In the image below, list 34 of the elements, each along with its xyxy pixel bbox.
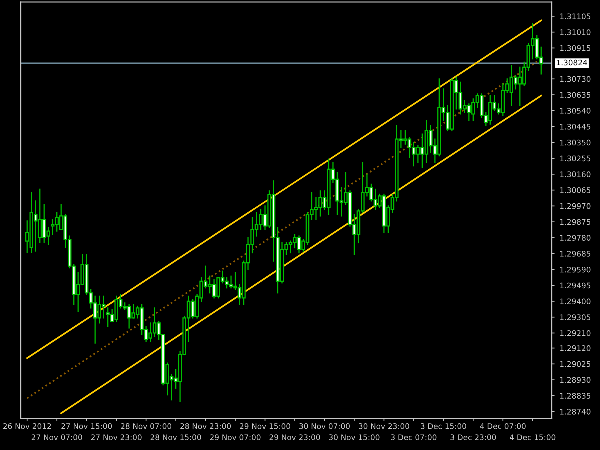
candlestick	[420, 134, 424, 168]
candlestick	[114, 296, 118, 322]
candlestick	[488, 95, 492, 125]
candlestick	[50, 219, 55, 236]
candlestick	[229, 276, 234, 289]
candlestick	[404, 130, 408, 145]
candlestick	[510, 65, 514, 106]
candlestick	[148, 322, 152, 342]
candlestick	[34, 200, 38, 252]
candlestick	[408, 137, 412, 158]
candlestick	[191, 299, 195, 319]
candlestick	[93, 296, 98, 344]
candlestick	[458, 82, 463, 115]
candlestick	[297, 236, 302, 254]
candlestick	[42, 204, 46, 244]
candlestick	[132, 304, 136, 319]
candlestick	[501, 84, 506, 116]
candlestick	[467, 104, 472, 122]
candlestick	[102, 296, 106, 319]
candlestick	[314, 197, 318, 220]
candlestick	[416, 145, 420, 164]
candlestick	[152, 308, 157, 338]
candlestick	[208, 276, 212, 294]
candlestick	[127, 304, 132, 329]
candlestick	[55, 212, 59, 232]
candlestick	[518, 66, 522, 106]
candlestick	[514, 75, 518, 90]
candlestick	[374, 188, 378, 210]
candlestick	[98, 296, 102, 324]
candlestick	[212, 279, 216, 299]
candlestick	[318, 190, 322, 217]
candlestick	[288, 240, 293, 254]
candlestick	[412, 142, 416, 167]
candlestick	[424, 120, 429, 164]
